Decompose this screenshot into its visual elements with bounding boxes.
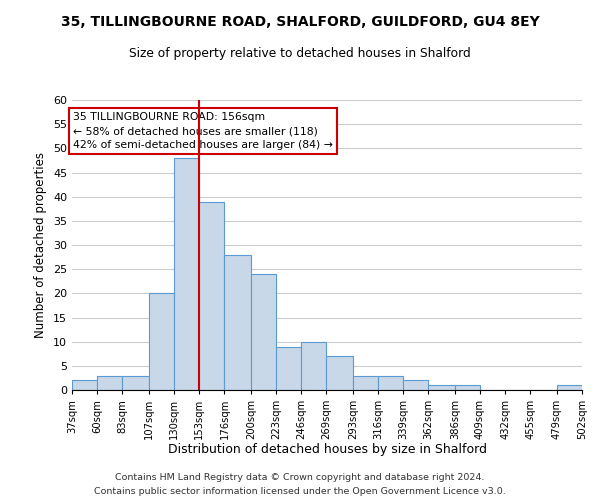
Bar <box>557 385 582 390</box>
Bar <box>378 376 403 390</box>
Bar <box>353 376 378 390</box>
Bar <box>251 274 276 390</box>
Text: Contains public sector information licensed under the Open Government Licence v3: Contains public sector information licen… <box>94 488 506 496</box>
Bar <box>455 385 480 390</box>
Bar <box>403 380 428 390</box>
Bar <box>428 385 455 390</box>
Bar <box>72 380 97 390</box>
Bar <box>326 356 353 390</box>
Bar <box>301 342 326 390</box>
Text: 35 TILLINGBOURNE ROAD: 156sqm
← 58% of detached houses are smaller (118)
42% of : 35 TILLINGBOURNE ROAD: 156sqm ← 58% of d… <box>73 112 333 150</box>
Text: Size of property relative to detached houses in Shalford: Size of property relative to detached ho… <box>129 48 471 60</box>
Bar <box>199 202 224 390</box>
Text: 35, TILLINGBOURNE ROAD, SHALFORD, GUILDFORD, GU4 8EY: 35, TILLINGBOURNE ROAD, SHALFORD, GUILDF… <box>61 15 539 29</box>
Bar <box>174 158 199 390</box>
Bar <box>97 376 122 390</box>
Bar <box>149 294 174 390</box>
Bar <box>122 376 149 390</box>
Bar <box>224 254 251 390</box>
Y-axis label: Number of detached properties: Number of detached properties <box>34 152 47 338</box>
Text: Distribution of detached houses by size in Shalford: Distribution of detached houses by size … <box>167 442 487 456</box>
Text: Contains HM Land Registry data © Crown copyright and database right 2024.: Contains HM Land Registry data © Crown c… <box>115 472 485 482</box>
Bar <box>276 346 301 390</box>
